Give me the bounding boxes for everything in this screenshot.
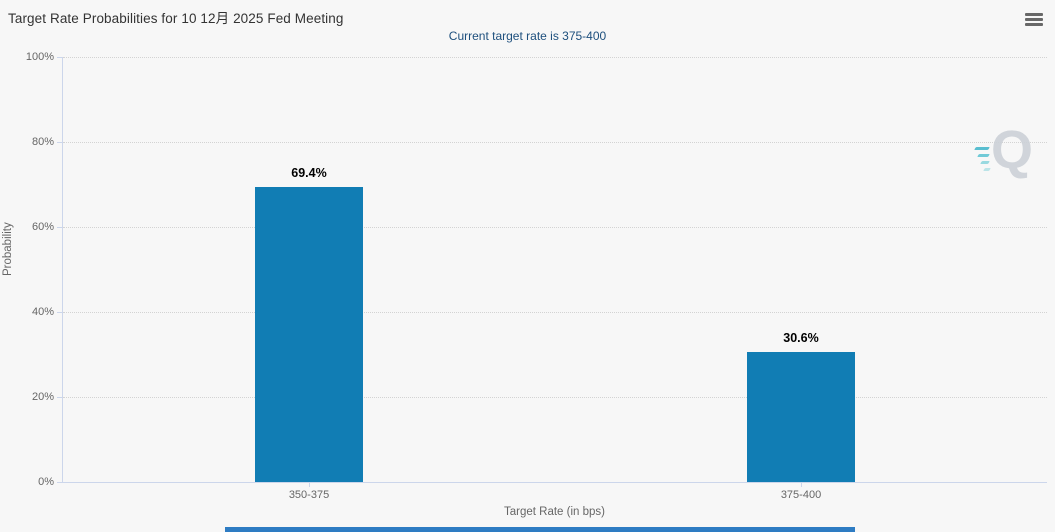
bar-value-label: 30.6%	[783, 330, 819, 345]
hamburger-bar	[1025, 22, 1043, 26]
x-tick	[309, 482, 310, 487]
x-category-label: 350-375	[288, 489, 330, 501]
hamburger-menu-icon[interactable]	[1022, 8, 1046, 30]
hamburger-bar	[1025, 17, 1043, 21]
y-tick-label: 0%	[38, 476, 54, 488]
horizontal-scrollbar-thumb[interactable]	[225, 527, 855, 532]
y-tick	[57, 142, 63, 143]
y-tick-label: 40%	[31, 306, 54, 318]
gridline-100	[63, 57, 1047, 58]
plot-area: 100% 80% 60% 40% 20% 0% 69.4% 30.6% 350-…	[26, 51, 1047, 501]
bar-rect[interactable]	[747, 351, 855, 482]
chart-subtitle: Current target rate is 375-400	[448, 29, 607, 43]
y-tick-label: 80%	[31, 136, 54, 148]
x-tick	[801, 482, 802, 487]
watermark-dash	[983, 168, 991, 171]
y-tick	[57, 397, 63, 398]
gridline-80	[63, 142, 1047, 143]
bar-rect[interactable]	[255, 187, 363, 482]
y-tick	[57, 482, 63, 483]
bar-350-375[interactable]: 69.4%	[255, 57, 363, 482]
y-axis-title: Probability	[2, 222, 14, 276]
watermark-dash	[977, 154, 990, 157]
x-axis-title: Target Rate (in bps)	[504, 506, 605, 518]
gridline-60	[63, 227, 1047, 228]
chart-title: Target Rate Probabilities for 10 12月 202…	[8, 11, 344, 26]
watermark-dash	[974, 147, 990, 150]
bar-375-400[interactable]: 30.6%	[747, 57, 855, 482]
y-tick-label: 100%	[25, 51, 54, 63]
gridline-20	[63, 397, 1047, 398]
hamburger-bar	[1025, 12, 1043, 16]
x-category-label: 375-400	[780, 489, 822, 501]
bar-value-label: 69.4%	[291, 166, 327, 181]
q-logo-watermark: Q	[974, 120, 1033, 187]
y-tick-label: 60%	[31, 221, 54, 233]
y-tick-label: 20%	[31, 391, 54, 403]
gridline-40	[63, 312, 1047, 313]
q-letter: Q	[990, 120, 1033, 180]
watermark-dash	[980, 161, 990, 164]
y-tick	[57, 227, 63, 228]
y-tick	[57, 312, 63, 313]
y-tick	[57, 57, 63, 58]
